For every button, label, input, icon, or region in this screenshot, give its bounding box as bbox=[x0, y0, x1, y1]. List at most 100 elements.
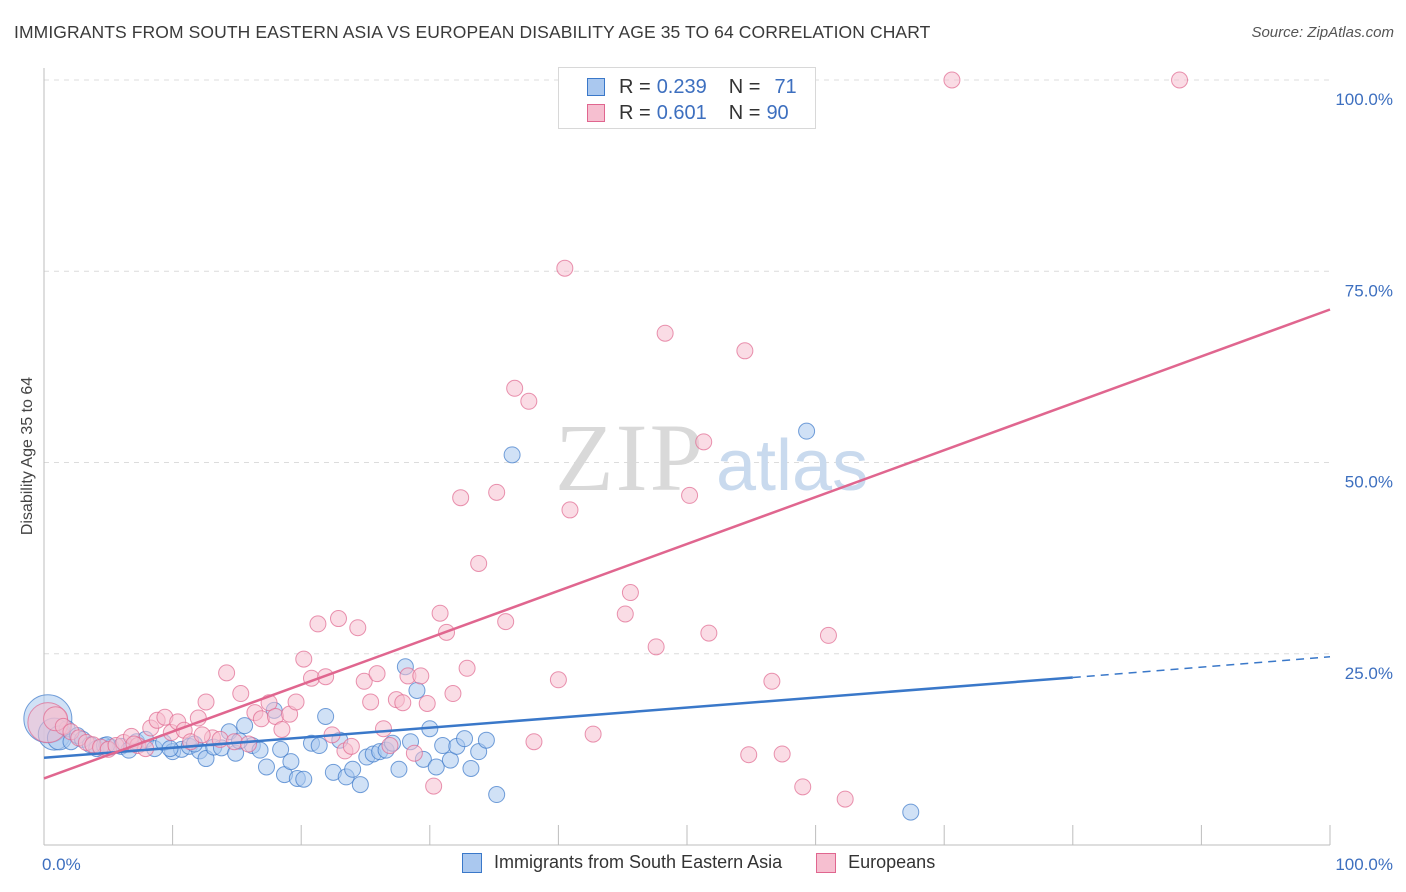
point-europeans bbox=[452, 489, 470, 507]
point-immigrants bbox=[434, 737, 452, 755]
legend-r-label: R = bbox=[619, 75, 651, 98]
point-europeans bbox=[525, 733, 543, 751]
point-europeans bbox=[368, 665, 386, 683]
point-europeans bbox=[549, 671, 567, 689]
legend-swatch-blue bbox=[587, 78, 605, 96]
point-europeans bbox=[458, 659, 476, 677]
point-immigrants bbox=[257, 758, 275, 776]
point-europeans bbox=[309, 615, 327, 633]
grid-lines bbox=[44, 79, 1330, 655]
watermark-atlas: atlas bbox=[716, 426, 868, 506]
trend-line-immigrants-extension bbox=[1072, 656, 1331, 679]
point-europeans bbox=[273, 720, 291, 738]
point-immigrants bbox=[798, 422, 816, 440]
source-label: Source: ZipAtlas.com bbox=[1251, 24, 1394, 41]
point-europeans bbox=[218, 664, 236, 682]
point-europeans bbox=[394, 694, 412, 712]
trend-line-immigrants bbox=[43, 676, 1073, 760]
point-europeans bbox=[616, 605, 634, 623]
point-europeans bbox=[736, 342, 754, 360]
point-immigrants bbox=[282, 753, 300, 771]
point-europeans bbox=[362, 693, 380, 711]
y-tick-label: 25.0% bbox=[1345, 664, 1393, 683]
point-europeans bbox=[794, 778, 812, 796]
point-europeans bbox=[561, 501, 579, 519]
point-europeans bbox=[497, 613, 515, 631]
legend-n-value: 71 bbox=[774, 75, 797, 98]
point-europeans bbox=[381, 737, 399, 755]
tick-labels: 25.0% 50.0% 75.0% 100.0% 0.0% 100.0% bbox=[42, 90, 1393, 874]
point-europeans bbox=[1171, 71, 1189, 89]
y-axis-title: Disability Age 35 to 64 bbox=[19, 376, 36, 536]
y-tick-label: 50.0% bbox=[1345, 473, 1393, 492]
x-tick-label-max: 100.0% bbox=[1335, 855, 1393, 874]
point-europeans bbox=[375, 720, 393, 738]
x-tick-label-min: 0.0% bbox=[42, 855, 81, 874]
watermark-zip: ZIP bbox=[555, 404, 705, 511]
point-europeans bbox=[239, 735, 257, 753]
correlation-legend: R = 0.239 N = 71 R = 0.601 N = 90 bbox=[558, 67, 816, 129]
point-immigrants bbox=[295, 770, 313, 788]
legend-item-europeans: Europeans bbox=[816, 852, 935, 873]
watermark: ZIP atlas bbox=[555, 404, 868, 511]
point-europeans bbox=[943, 71, 961, 89]
point-europeans bbox=[763, 672, 781, 690]
point-europeans bbox=[425, 777, 443, 795]
point-europeans bbox=[197, 693, 215, 711]
series-legend: Immigrants from South Eastern Asia Europ… bbox=[462, 852, 969, 873]
point-europeans bbox=[287, 693, 305, 711]
legend-swatch-pink bbox=[587, 104, 605, 122]
point-europeans bbox=[355, 672, 373, 690]
legend-n-label: N = bbox=[728, 75, 761, 98]
point-immigrants bbox=[456, 730, 474, 748]
point-immigrants bbox=[427, 758, 445, 776]
legend-row-pink: R = 0.601 N = 90 bbox=[587, 100, 789, 126]
point-immigrants bbox=[317, 707, 335, 725]
point-immigrants bbox=[902, 803, 920, 821]
legend-n-value: 90 bbox=[766, 101, 789, 124]
legend-r-label: R = bbox=[619, 101, 651, 124]
point-europeans bbox=[193, 726, 211, 744]
point-europeans bbox=[412, 667, 430, 685]
point-europeans bbox=[836, 790, 854, 808]
point-immigrants bbox=[408, 681, 426, 699]
legend-label-europeans: Europeans bbox=[848, 852, 936, 872]
point-immigrants bbox=[462, 760, 480, 777]
data-points bbox=[23, 71, 1189, 821]
point-europeans bbox=[819, 626, 837, 644]
trend-lines bbox=[43, 308, 1331, 780]
point-europeans bbox=[418, 694, 436, 712]
point-europeans bbox=[506, 379, 524, 397]
point-immigrants bbox=[390, 760, 408, 778]
legend-n-label: N = bbox=[728, 101, 761, 124]
legend-swatch-blue bbox=[462, 852, 482, 873]
point-europeans bbox=[232, 685, 250, 703]
y-tick-label: 100.0% bbox=[1335, 90, 1393, 109]
legend-label-immigrants: Immigrants from South Eastern Asia bbox=[494, 852, 783, 872]
point-europeans bbox=[444, 685, 462, 703]
trend-line-europeans bbox=[43, 308, 1331, 780]
point-europeans bbox=[584, 725, 602, 743]
point-immigrants bbox=[441, 751, 459, 769]
point-europeans bbox=[470, 554, 488, 572]
point-immigrants bbox=[503, 446, 521, 464]
point-europeans bbox=[700, 624, 718, 642]
point-europeans bbox=[695, 433, 713, 451]
point-europeans bbox=[342, 737, 360, 755]
point-europeans bbox=[252, 710, 270, 728]
point-immigrants bbox=[310, 737, 328, 755]
legend-row-blue: R = 0.239 N = 71 bbox=[587, 74, 797, 100]
point-europeans bbox=[773, 745, 791, 763]
point-immigrants bbox=[488, 786, 506, 804]
point-europeans bbox=[740, 746, 758, 764]
chart-title: IMMIGRANTS FROM SOUTH EASTERN ASIA VS EU… bbox=[14, 22, 931, 42]
point-europeans bbox=[621, 584, 639, 602]
legend-swatch-pink bbox=[816, 852, 837, 873]
legend-item-immigrants: Immigrants from South Eastern Asia bbox=[462, 852, 782, 873]
point-immigrants bbox=[236, 717, 254, 735]
point-europeans bbox=[295, 650, 313, 668]
point-immigrants bbox=[351, 776, 369, 794]
point-europeans bbox=[520, 392, 538, 410]
point-immigrants bbox=[477, 731, 495, 749]
